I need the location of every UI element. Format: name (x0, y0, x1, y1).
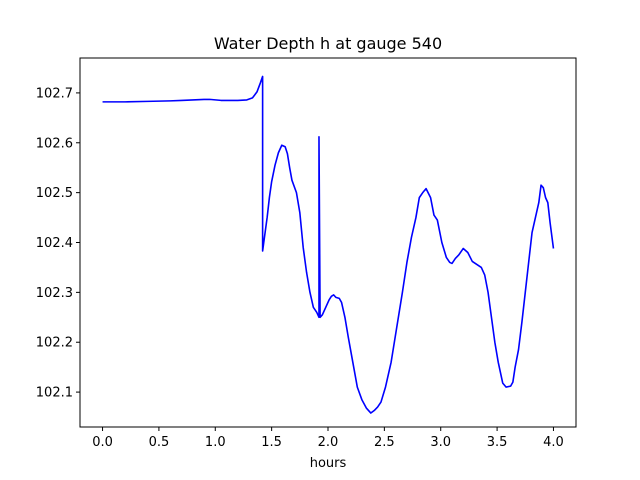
y-tick-label: 102.5 (36, 186, 73, 201)
x-tick-label: 3.0 (430, 435, 451, 450)
x-tick-label: 0.5 (149, 435, 170, 450)
x-tick-label: 1.0 (205, 435, 226, 450)
y-tick-label: 102.4 (36, 236, 73, 251)
x-axis-ticks: 0.0 0.5 1.0 1.5 2.0 2.5 3.0 3.5 4.0 (92, 427, 564, 450)
chart-title: Water Depth h at gauge 540 (214, 34, 442, 53)
x-tick-label: 3.5 (487, 435, 508, 450)
plot-frame (79, 57, 577, 428)
y-tick-label: 102.6 (36, 136, 73, 151)
y-tick-label: 102.3 (36, 286, 73, 301)
y-axis-ticks: 102.1 102.2 102.3 102.4 102.5 102.6 102.7 (36, 86, 80, 401)
x-tick-label: 1.5 (261, 435, 282, 450)
x-tick-label: 0.0 (92, 435, 113, 450)
plot-area (102, 75, 555, 414)
y-tick-label: 102.7 (36, 86, 73, 101)
x-tick-label: 2.5 (374, 435, 395, 450)
y-tick-label: 102.1 (36, 386, 73, 401)
series-line-0 (102, 75, 555, 414)
y-tick-label: 102.2 (36, 336, 73, 351)
x-tick-label: 2.0 (318, 435, 339, 450)
x-tick-label: 4.0 (543, 435, 564, 450)
x-axis-label: hours (310, 456, 347, 471)
